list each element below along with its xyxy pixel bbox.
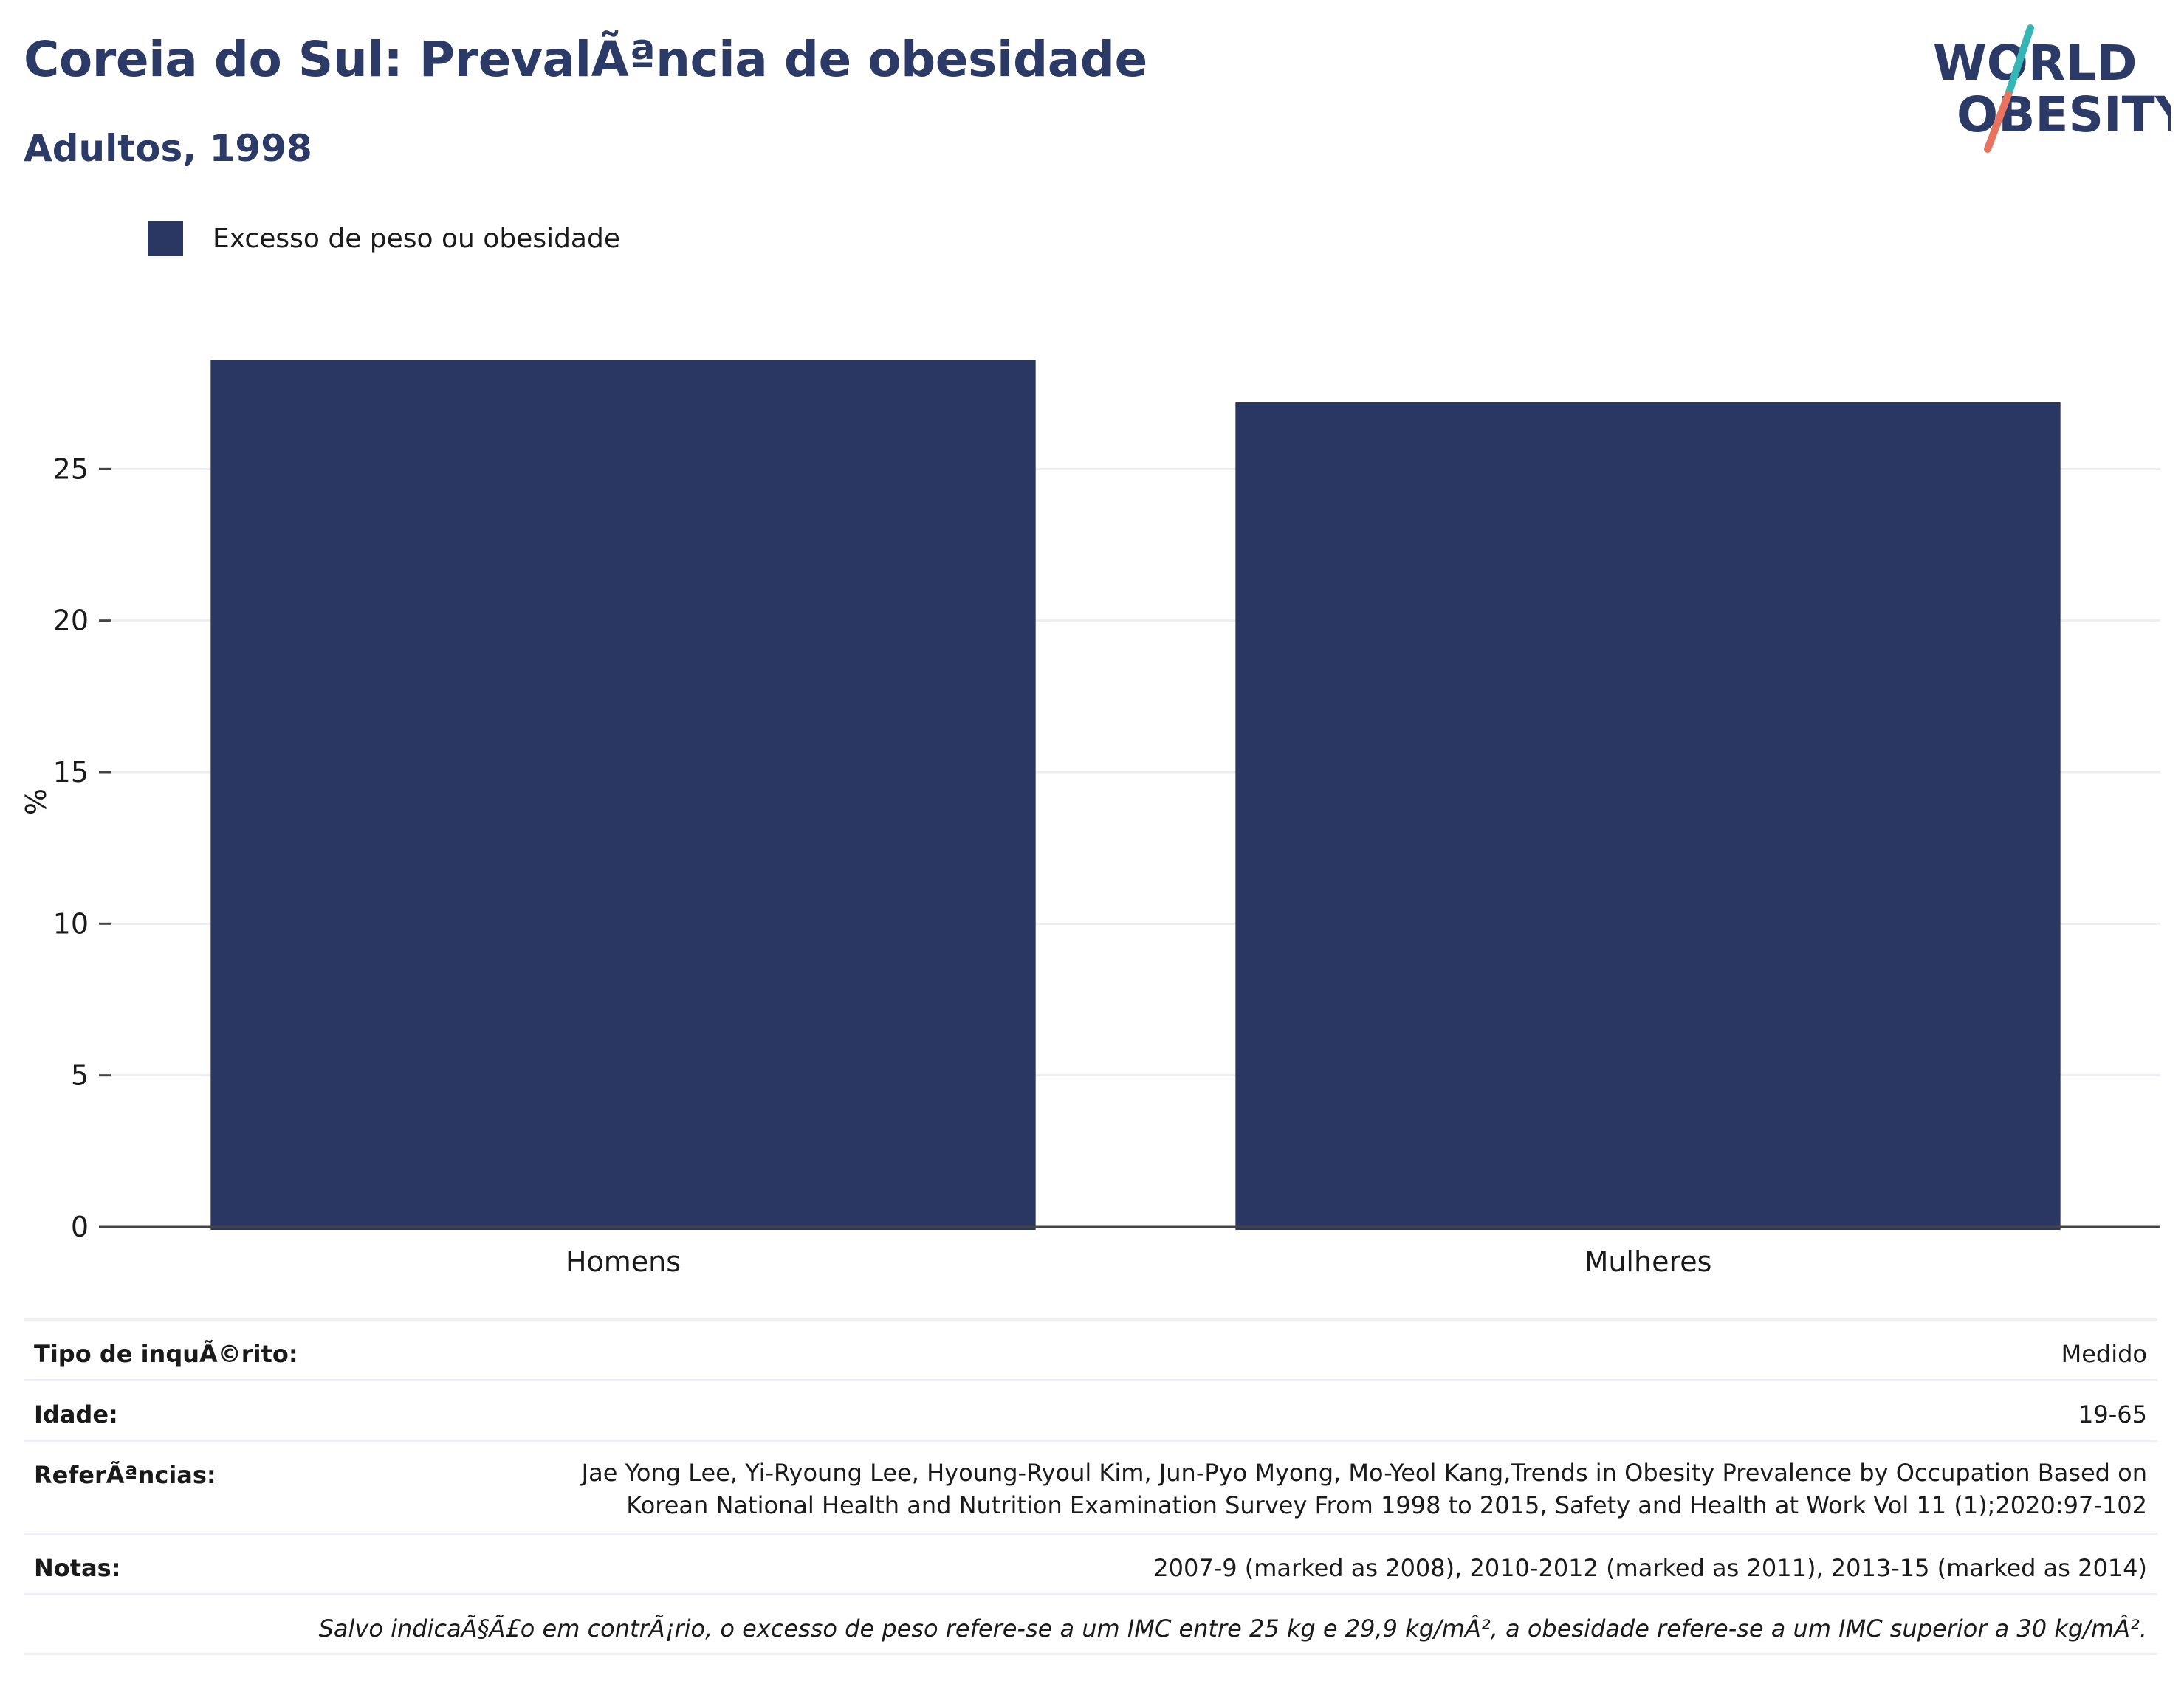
axes: 0 5 10 15 20 25 Homens Mulheres	[53, 453, 2160, 1278]
references-label: ReferÃªncias:	[34, 1461, 216, 1489]
legend-label: Excesso de peso ou obesidade	[213, 223, 620, 254]
footnote-text: Salvo indicaÃ§Ã£o em contrÃ¡rio, o exces…	[318, 1615, 2147, 1643]
y-tick-label: 10	[53, 907, 89, 940]
logo-text-world: WORLD	[1933, 35, 2137, 92]
age-label: Idade:	[34, 1400, 118, 1428]
references-value: Jae Yong Lee, Yi-Ryoung Lee, Hyoung-Ryou…	[582, 1442, 2147, 1522]
references-line-2: Korean National Health and Nutrition Exa…	[626, 1491, 2147, 1519]
x-tick-label: Homens	[566, 1245, 681, 1278]
table-row-age: Idade: 19-65	[24, 1379, 2157, 1440]
table-row-footnote: Salvo indicaÃ§Ã£o em contrÃ¡rio, o exces…	[24, 1593, 2157, 1655]
legend-swatch	[148, 221, 183, 256]
y-tick-label: 5	[71, 1059, 89, 1092]
y-tick-label: 20	[53, 605, 89, 637]
y-axis-label: %	[20, 788, 52, 815]
logo-slash-bottom	[1984, 91, 2012, 153]
world-obesity-logo: WORLD OBESITY	[1933, 24, 2171, 153]
bar-homens	[210, 360, 1036, 1230]
table-row-references: ReferÃªncias: Jae Yong Lee, Yi-Ryoung Le…	[24, 1440, 2157, 1533]
survey-type-label: Tipo de inquÃ©rito:	[34, 1340, 298, 1368]
y-tick-label: 0	[71, 1211, 89, 1243]
chart-subtitle: Adultos, 1998	[24, 127, 312, 170]
survey-type-value: Medido	[2061, 1340, 2147, 1368]
chart-title: Coreia do Sul: PrevalÃªncia de obesidade	[24, 31, 1147, 88]
bar-chart: 0 5 10 15 20 25 Homens Mulheres %	[20, 360, 2160, 1278]
notes-value: 2007-9 (marked as 2008), 2010-2012 (mark…	[1153, 1554, 2147, 1582]
y-tick-label: 15	[53, 756, 89, 788]
references-line-1: Jae Yong Lee, Yi-Ryoung Lee, Hyoung-Ryou…	[581, 1459, 2147, 1487]
age-value: 19-65	[2078, 1400, 2147, 1428]
legend: Excesso de peso ou obesidade	[148, 220, 620, 257]
bar-mulheres	[1235, 402, 2061, 1230]
logo-slash-top	[2005, 24, 2034, 98]
info-table: Tipo de inquÃ©rito: Medido Idade: 19-65 …	[24, 1318, 2157, 1655]
notes-label: Notas:	[34, 1554, 121, 1582]
y-tick-label: 25	[53, 453, 89, 485]
table-row-survey-type: Tipo de inquÃ©rito: Medido	[24, 1318, 2157, 1379]
x-tick-label: Mulheres	[1584, 1245, 1712, 1278]
table-row-notes: Notas: 2007-9 (marked as 2008), 2010-201…	[24, 1533, 2157, 1593]
bars	[210, 360, 2061, 1230]
